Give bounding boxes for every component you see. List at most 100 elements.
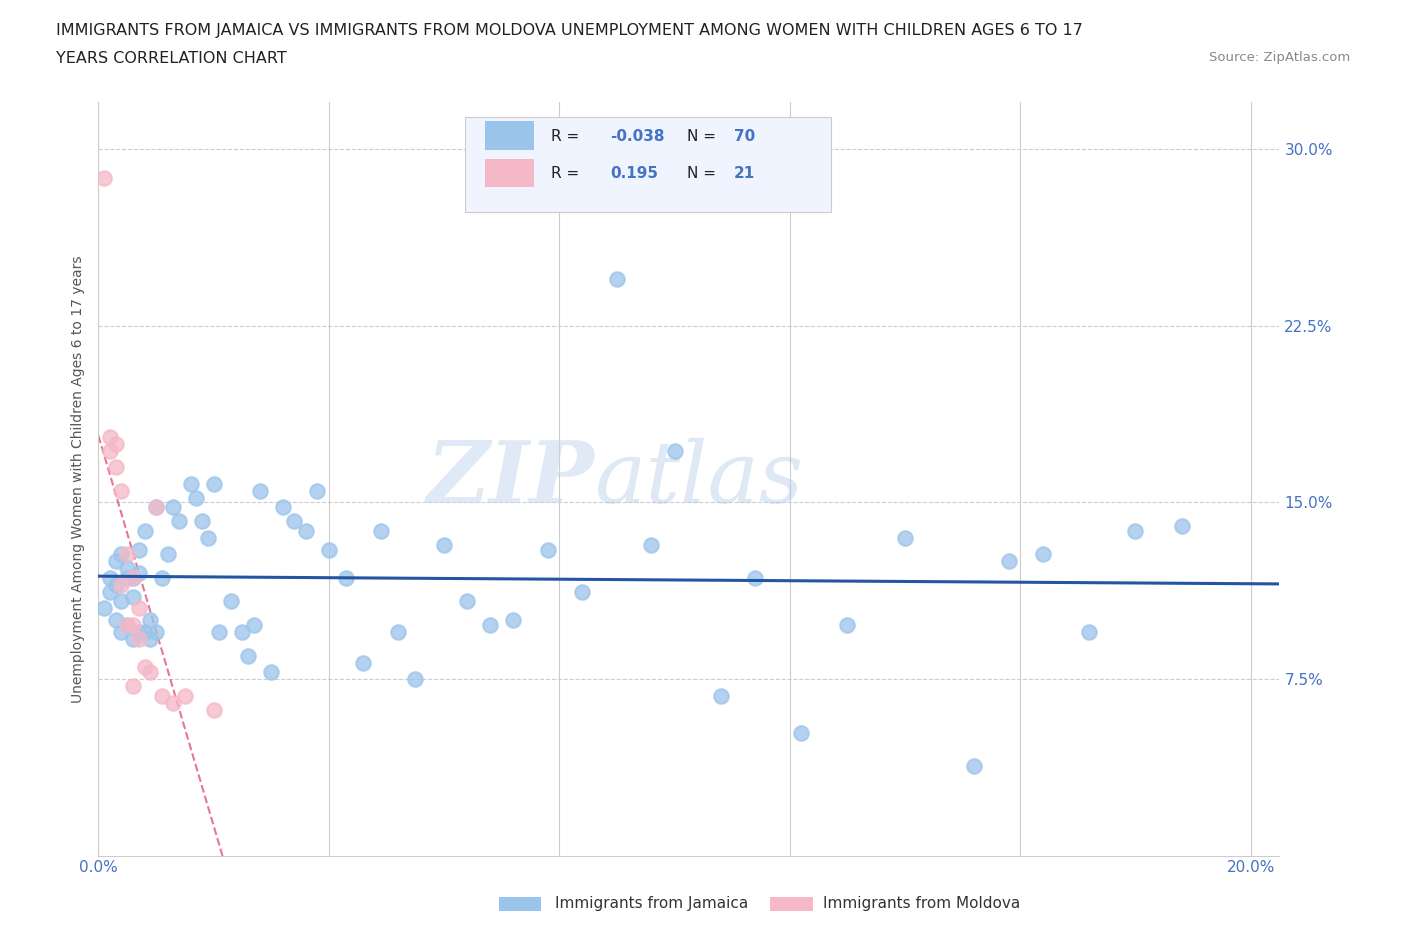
Point — [219, 594, 242, 609]
Point — [238, 648, 260, 663]
Point — [744, 570, 766, 585]
Point — [997, 554, 1019, 569]
Point — [145, 625, 167, 640]
Bar — [485, 121, 534, 150]
Point — [283, 514, 305, 529]
Point — [134, 660, 156, 675]
Point — [710, 688, 733, 703]
Point — [150, 688, 173, 703]
Text: N =: N = — [686, 128, 716, 144]
Point — [197, 530, 219, 545]
Point — [122, 570, 145, 585]
Point — [335, 570, 357, 585]
Point — [128, 565, 150, 580]
Point — [167, 514, 190, 529]
Point — [1032, 547, 1054, 562]
Point — [260, 665, 283, 680]
Point — [370, 524, 392, 538]
Point — [104, 436, 127, 451]
Point — [186, 490, 208, 505]
Text: Source: ZipAtlas.com: Source: ZipAtlas.com — [1209, 51, 1350, 64]
Point — [134, 625, 156, 640]
Point — [352, 655, 374, 670]
Point — [208, 625, 231, 640]
Text: R =: R = — [551, 166, 579, 181]
Point — [502, 613, 524, 628]
Text: IMMIGRANTS FROM JAMAICA VS IMMIGRANTS FROM MOLDOVA UNEMPLOYMENT AMONG WOMEN WITH: IMMIGRANTS FROM JAMAICA VS IMMIGRANTS FR… — [56, 23, 1083, 38]
Point — [128, 542, 150, 557]
Point — [202, 702, 225, 717]
Text: ZIP: ZIP — [426, 437, 595, 521]
Point — [98, 585, 121, 600]
Point — [571, 585, 593, 600]
Point — [128, 625, 150, 640]
Point — [115, 570, 138, 585]
Point — [433, 538, 456, 552]
Point — [180, 476, 202, 491]
Point — [1125, 524, 1147, 538]
Point — [115, 618, 138, 632]
Text: Immigrants from Moldova: Immigrants from Moldova — [823, 897, 1019, 911]
Y-axis label: Unemployment Among Women with Children Ages 6 to 17 years: Unemployment Among Women with Children A… — [70, 255, 84, 703]
Point — [537, 542, 560, 557]
Point — [122, 679, 145, 694]
Point — [98, 570, 121, 585]
Point — [664, 444, 686, 458]
Point — [122, 631, 145, 646]
Point — [243, 618, 266, 632]
Point — [156, 547, 179, 562]
Point — [640, 538, 662, 552]
Point — [202, 476, 225, 491]
Point — [162, 499, 184, 514]
Text: -0.038: -0.038 — [610, 128, 664, 144]
Point — [173, 688, 195, 703]
Point — [128, 601, 150, 616]
Point — [104, 613, 127, 628]
Point — [110, 547, 132, 562]
Point — [1170, 519, 1192, 534]
Text: YEARS CORRELATION CHART: YEARS CORRELATION CHART — [56, 51, 287, 66]
Point — [115, 618, 138, 632]
Point — [128, 631, 150, 646]
Point — [145, 499, 167, 514]
Point — [115, 547, 138, 562]
Point — [150, 570, 173, 585]
Point — [104, 459, 127, 474]
Bar — [485, 159, 534, 188]
Point — [139, 631, 162, 646]
Point — [837, 618, 859, 632]
Point — [1078, 625, 1101, 640]
Point — [456, 594, 478, 609]
Point — [479, 618, 502, 632]
Point — [115, 561, 138, 576]
Point — [271, 499, 294, 514]
Point — [122, 570, 145, 585]
Point — [110, 578, 132, 592]
FancyBboxPatch shape — [464, 117, 831, 211]
Point — [318, 542, 340, 557]
Point — [98, 429, 121, 444]
Point — [98, 444, 121, 458]
Point — [110, 625, 132, 640]
Text: R =: R = — [551, 128, 579, 144]
Point — [139, 665, 162, 680]
Text: 70: 70 — [734, 128, 755, 144]
Point — [162, 695, 184, 710]
Text: Immigrants from Jamaica: Immigrants from Jamaica — [555, 897, 748, 911]
Point — [963, 759, 986, 774]
Point — [231, 625, 253, 640]
Text: atlas: atlas — [595, 438, 804, 520]
Point — [122, 618, 145, 632]
Point — [110, 594, 132, 609]
Point — [110, 484, 132, 498]
Point — [104, 578, 127, 592]
Text: 21: 21 — [734, 166, 755, 181]
Text: N =: N = — [686, 166, 716, 181]
Point — [249, 484, 271, 498]
Point — [122, 590, 145, 604]
Point — [404, 671, 426, 686]
Text: 0.195: 0.195 — [610, 166, 658, 181]
Point — [104, 554, 127, 569]
Point — [295, 524, 318, 538]
Point — [134, 524, 156, 538]
